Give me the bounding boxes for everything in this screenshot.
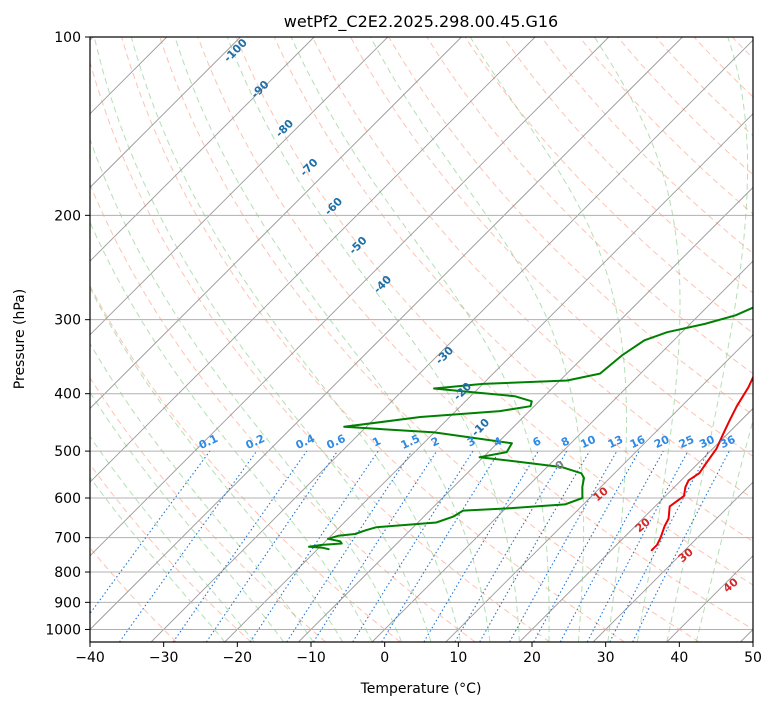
- y-tick-label: 800: [54, 565, 81, 581]
- x-tick-label: 50: [744, 650, 762, 666]
- y-tick-label: 700: [54, 531, 81, 547]
- x-tick-label: 20: [523, 650, 541, 666]
- x-tick-label: 30: [597, 650, 615, 666]
- y-axis-label: Pressure (hPa): [12, 289, 28, 389]
- y-tick-label: 1000: [45, 622, 81, 638]
- x-tick-label: 40: [670, 650, 688, 666]
- plot-background: [90, 37, 753, 642]
- y-tick-label: 200: [54, 208, 81, 224]
- x-tick-label: −20: [223, 650, 253, 666]
- y-tick-label: 300: [54, 313, 81, 329]
- x-tick-label: 0: [380, 650, 389, 666]
- y-tick-label: 100: [54, 30, 81, 46]
- chart-title: wetPf2_C2E2.2025.298.00.45.G16: [284, 12, 558, 32]
- x-axis-label: Temperature (°C): [360, 681, 482, 697]
- x-tick-label: −10: [296, 650, 326, 666]
- y-tick-label: 400: [54, 387, 81, 403]
- x-tick-label: −40: [75, 650, 105, 666]
- x-tick-label: −30: [149, 650, 179, 666]
- y-tick-label: 500: [54, 444, 81, 460]
- x-tick-label: 10: [449, 650, 467, 666]
- y-tick-label: 600: [54, 491, 81, 507]
- y-tick-label: 900: [54, 595, 81, 611]
